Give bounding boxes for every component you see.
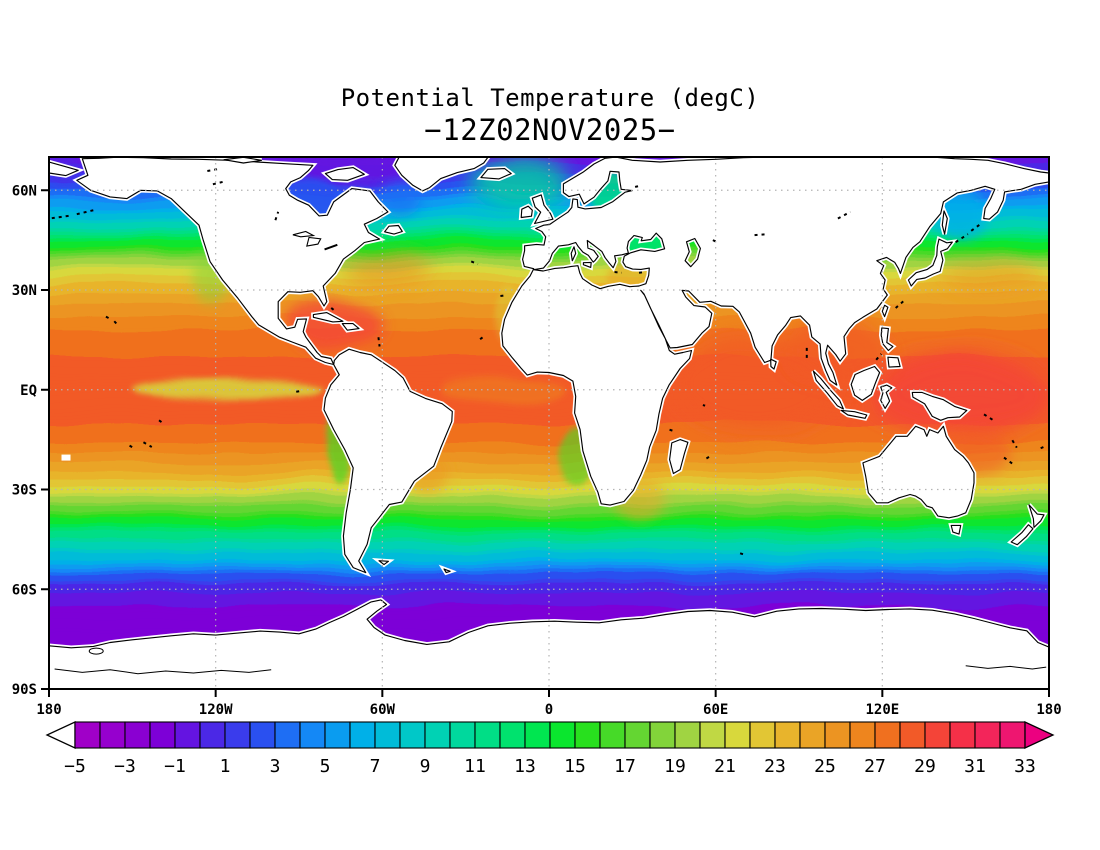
colorbar-cell	[249, 721, 276, 749]
colorbar-cell	[474, 721, 501, 749]
colorbar-tick-label: 19	[664, 756, 686, 777]
colorbar-cell	[99, 721, 126, 749]
lat-tick-label: EQ	[20, 383, 37, 399]
colorbar-cell	[74, 721, 101, 749]
colorbar-tick-label: 3	[270, 756, 281, 777]
lat-tick-label: 90S	[12, 682, 37, 698]
colorbar: −5 −3 −1 1 3 5 7 9 11 13 15 17 19 21 23 25 27 29 31 33	[45, 720, 1055, 777]
colorbar-cell	[899, 721, 926, 749]
axes-layer: 60N 30N EQ 30S 60S 90S 180 120W 60W 0 60E 120E 180	[12, 156, 1062, 718]
colorbar-cell	[699, 721, 726, 749]
lon-tick-label: 60E	[703, 702, 728, 718]
colorbar-tick-label: −5	[64, 756, 86, 777]
colorbar-cell	[949, 721, 976, 749]
lat-tick-label: 30S	[12, 483, 37, 499]
chart-title: Potential Temperature (degC)	[340, 84, 760, 112]
colorbar-cell	[199, 721, 226, 749]
colorbar-over-arrow	[1024, 720, 1055, 750]
lat-tick-label: 30N	[12, 283, 37, 299]
colorbar-cell	[324, 721, 351, 749]
colorbar-cell	[549, 721, 576, 749]
colorbar-cell	[499, 721, 526, 749]
colorbar-tick-label: 17	[614, 756, 636, 777]
colorbar-cell	[299, 721, 326, 749]
colorbar-cell	[799, 721, 826, 749]
chart-subtitle: −12Z02NOV2025−	[424, 113, 676, 147]
colorbar-tick-label: 25	[814, 756, 836, 777]
colorbar-cell	[924, 721, 951, 749]
colorbar-cell	[574, 721, 601, 749]
colorbar-cell	[749, 721, 776, 749]
colorbar-cell	[149, 721, 176, 749]
colorbar-tick-label: 27	[864, 756, 886, 777]
colorbar-cell	[399, 721, 426, 749]
colorbar-cell	[174, 721, 201, 749]
colorbar-cell	[724, 721, 751, 749]
colorbar-tick-label: 13	[514, 756, 536, 777]
colorbar-cell	[124, 721, 151, 749]
colorbar-tick-label: 21	[714, 756, 736, 777]
colorbar-cell	[649, 721, 676, 749]
colorbar-tick-label: 29	[914, 756, 936, 777]
colorbar-cell	[849, 721, 876, 749]
colorbar-tick-label: 23	[764, 756, 786, 777]
colorbar-cell	[224, 721, 251, 749]
lon-tick-label: 180	[36, 702, 61, 718]
colorbar-cell	[524, 721, 551, 749]
colorbar-cell	[599, 721, 626, 749]
lat-tick-label: 60N	[12, 183, 37, 199]
lon-tick-label: 0	[545, 702, 553, 718]
colorbar-cell	[974, 721, 1001, 749]
colorbar-cell	[824, 721, 851, 749]
lon-tick-label: 120W	[199, 702, 233, 718]
colorbar-cell	[424, 721, 451, 749]
colorbar-cell	[349, 721, 376, 749]
lon-tick-label: 120E	[865, 702, 899, 718]
colorbar-tick-label: 7	[370, 756, 381, 777]
colorbar-cell	[874, 721, 901, 749]
colorbar-tick-label: 11	[464, 756, 486, 777]
colorbar-tick-label: 15	[564, 756, 586, 777]
lat-tick-label: 60S	[12, 582, 37, 598]
colorbar-cell	[274, 721, 301, 749]
colorbar-tick-label: 9	[420, 756, 431, 777]
lon-tick-label: 180	[1036, 702, 1061, 718]
colorbar-cell	[449, 721, 476, 749]
continents-layer	[49, 157, 1049, 689]
title-block: Potential Temperature (degC) −12Z02NOV20…	[0, 84, 1100, 147]
lon-tick-label: 60W	[370, 702, 396, 718]
colorbar-under-arrow	[45, 720, 76, 750]
colorbar-cell	[999, 721, 1026, 749]
colorbar-tick-label: 5	[320, 756, 331, 777]
colorbar-cell	[774, 721, 801, 749]
colorbar-cell	[624, 721, 651, 749]
colorbar-cell	[674, 721, 701, 749]
colorbar-tick-label: −1	[164, 756, 186, 777]
colorbar-tick-label: −3	[114, 756, 136, 777]
colorbar-tick-label: 31	[964, 756, 986, 777]
colorbar-tick-label: 33	[1014, 756, 1036, 777]
colorbar-tick-label: 1	[220, 756, 231, 777]
colorbar-cell	[374, 721, 401, 749]
